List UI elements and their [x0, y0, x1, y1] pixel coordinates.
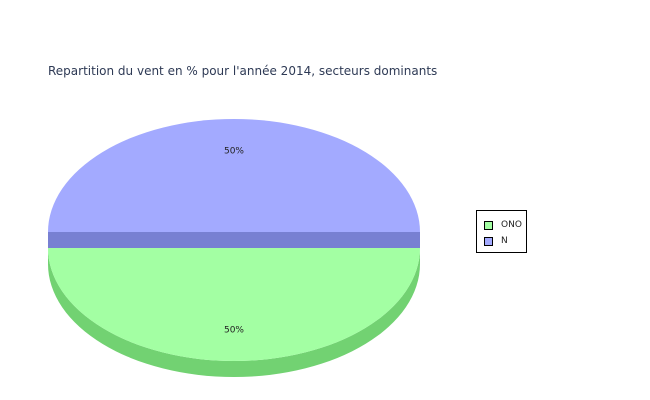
- legend-item-n: N: [477, 233, 526, 249]
- slice-label-n: 50%: [224, 147, 244, 157]
- pie-slice-top-n: [48, 119, 420, 232]
- legend-item-ono: ONO: [477, 217, 526, 233]
- legend-swatch-n: [484, 236, 493, 246]
- pie-slice-ono: [48, 248, 420, 377]
- chart-title: Repartition du vent en % pour l'année 20…: [48, 64, 438, 78]
- pie-slice-face-n: [48, 232, 420, 248]
- legend-swatch-ono: [484, 220, 493, 230]
- legend-label-n: N: [501, 236, 508, 246]
- slice-label-ono: 50%: [224, 325, 244, 335]
- pie-slice-top-ono: [48, 248, 420, 361]
- pie-slice-n: [48, 119, 420, 248]
- legend: ONO N: [476, 210, 527, 253]
- legend-label-ono: ONO: [501, 220, 522, 230]
